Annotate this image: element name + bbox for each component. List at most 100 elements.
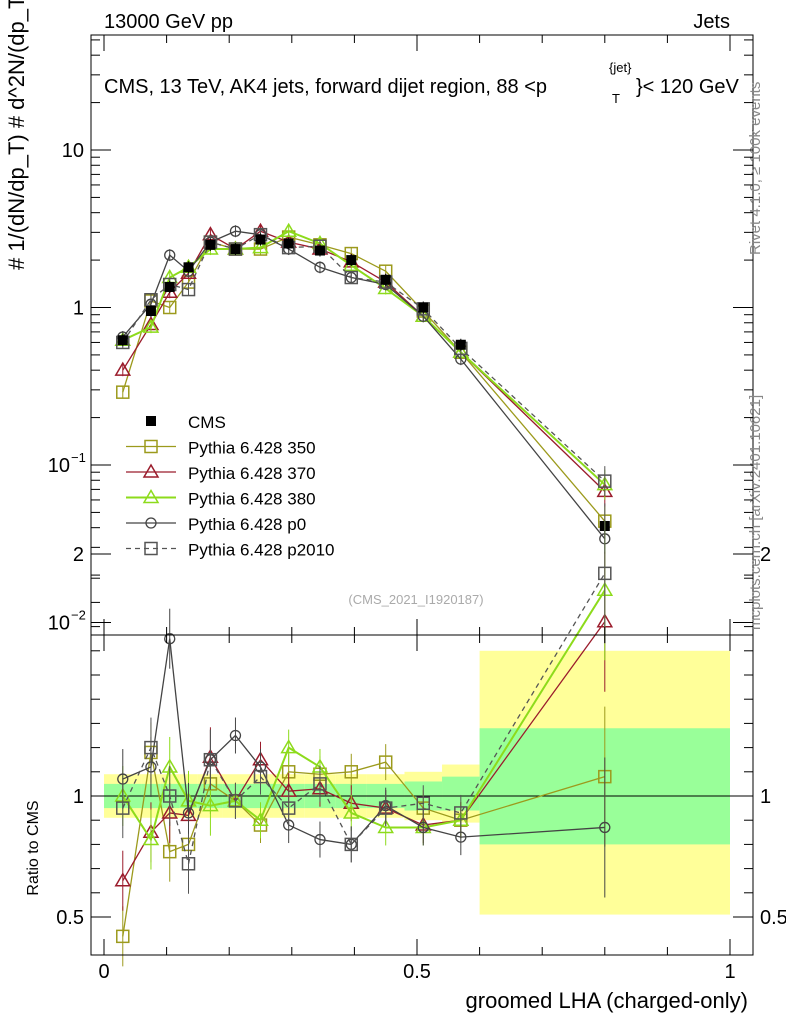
legend-item-4: Pythia 6.428 p0 [126,515,306,534]
ratio-uncertainty-bands [91,650,753,915]
cms-point-7 [283,238,294,249]
ratio-axis-label: Ratio to CMS [25,800,42,895]
cms-point-10 [380,274,391,285]
legend-item-5: Pythia 6.428 p2010 [126,541,335,560]
ratio-tick-label-2: 2 [73,544,84,566]
rivet-label: Rivet 4.1.0, ≥ 100k events [747,82,764,255]
title-sup: {jet} [609,60,632,75]
series-point-4-13 [598,474,612,488]
cms-point-5 [230,244,241,255]
ratio-tick-label-r-2: 2 [760,544,771,566]
y-tick-exp-1: −1 [71,450,86,465]
ratio-point-4-10 [378,801,393,815]
mcplots-label: mcplots.cern.ch [arXiv:2401.10621] [747,395,764,630]
legend-item-0: CMS [146,413,226,432]
title-end: }< 120 GeV [636,76,740,98]
ratio-point-4-8 [313,777,327,791]
series-point-0-2 [162,300,177,315]
ratio-point-4-2 [162,789,177,803]
legend-item-2: Pythia 6.428 370 [126,463,316,483]
legend-label-2: Pythia 6.428 370 [188,464,316,483]
title-sub: T [612,91,620,106]
series-point-4-9 [344,270,359,285]
ratio-point-4-7 [281,801,296,815]
ratio-point-2-4 [202,797,219,812]
legend-marker-4 [145,517,157,529]
series-point-0-0 [116,385,130,399]
cms-point-9 [346,255,357,266]
series-point-2-6 [252,239,269,254]
ratio-point-2-10 [377,818,395,834]
x-tick-label-2: 1 [724,961,735,983]
legend-marker-3 [142,489,160,504]
cms-point-2 [164,281,175,292]
legend-marker-0 [146,416,156,426]
ratio-point-4-11 [416,796,431,811]
legend-marker-5 [144,541,158,556]
ratio-point-0-0 [116,929,130,944]
x-axis-label: groomed LHA (charged-only) [466,988,748,1013]
header-right: Jets [693,11,730,33]
legend-item-1: Pythia 6.428 350 [126,439,316,458]
ratio-point-3-8 [314,833,326,846]
x-tick-label-1: 0.5 [403,961,431,983]
title-main: CMS, 13 TeV, AK4 jets, forward dijet reg… [104,76,547,98]
ratio-point-4-1 [144,740,158,755]
ratio-panel [114,503,614,967]
ratio-tick-label-r-1: 1 [760,786,771,808]
series-point-2-7 [280,222,297,237]
series-point-2-1 [142,318,160,333]
ratio-point-4-13 [598,566,612,581]
legend-label-1: Pythia 6.428 350 [188,439,316,458]
ratio-point-0-2 [162,844,177,859]
ratio-point-4-9 [344,837,359,852]
ratio-point-1-0 [114,872,132,887]
cms-point-0 [117,335,128,346]
series-point-3-8 [314,261,326,273]
series-point-3-5 [229,225,242,237]
ratio-point-3-12 [455,831,467,843]
cms-point-6 [255,234,266,245]
legend-marker-2 [142,463,160,478]
ratio-point-4-12 [454,806,468,820]
ratio-frame [90,634,754,956]
ratio-point-3-5 [229,729,242,742]
ratio-point-0-10 [378,755,393,769]
plot-title: CMS, 13 TeV, AK4 jets, forward dijet reg… [104,60,740,106]
series-point-4-3 [181,282,196,297]
series-point-3-2 [164,249,176,261]
ratio-point-3-13 [599,821,611,834]
ratio-point-4-3 [181,857,196,871]
legend-marker-1 [144,439,158,454]
y-tick-exp-0: −2 [71,608,86,623]
ratio-tick-label-1: 1 [73,786,84,808]
y-tick-label-3: 10 [62,140,84,162]
series-point-1-0 [114,361,132,376]
ratio-point-2-1 [142,831,160,846]
cms-point-1 [145,306,156,317]
ratio-point-4-4 [203,752,218,767]
y-axis-label-text: # 1/(dN/dp_T) # d^2N/(dp_T dλ) [4,0,29,270]
ratio-point-2-6 [252,811,269,826]
ratio-point-4-5 [228,794,243,808]
y-tick-label-2: 1 [73,298,84,320]
ratio-point-2-9 [342,804,360,819]
legend-label-3: Pythia 6.428 380 [188,490,316,509]
y-tick-label-0: 10 [48,613,70,635]
legend-label-4: Pythia 6.428 p0 [188,515,306,534]
ratio-line-4 [122,573,606,864]
cms-point-3 [183,262,194,273]
cms-point-4 [205,239,216,250]
cms-point-11 [418,302,429,313]
ratio-tick-label-0: 0.5 [56,907,84,929]
ratio-tick-label-r-0: 0.5 [760,907,786,929]
legend-label-0: CMS [188,413,226,432]
legend-label-5: Pythia 6.428 p2010 [188,541,335,560]
ratio-point-2-7 [280,739,297,754]
y-tick-label-1: 10 [48,455,70,477]
y-axis-label: # 1/(dN/dp_T) # d^2N/(dp_T dλ) [4,0,29,270]
ratio-line-3 [122,638,605,846]
ratio-point-0-9 [344,765,359,779]
